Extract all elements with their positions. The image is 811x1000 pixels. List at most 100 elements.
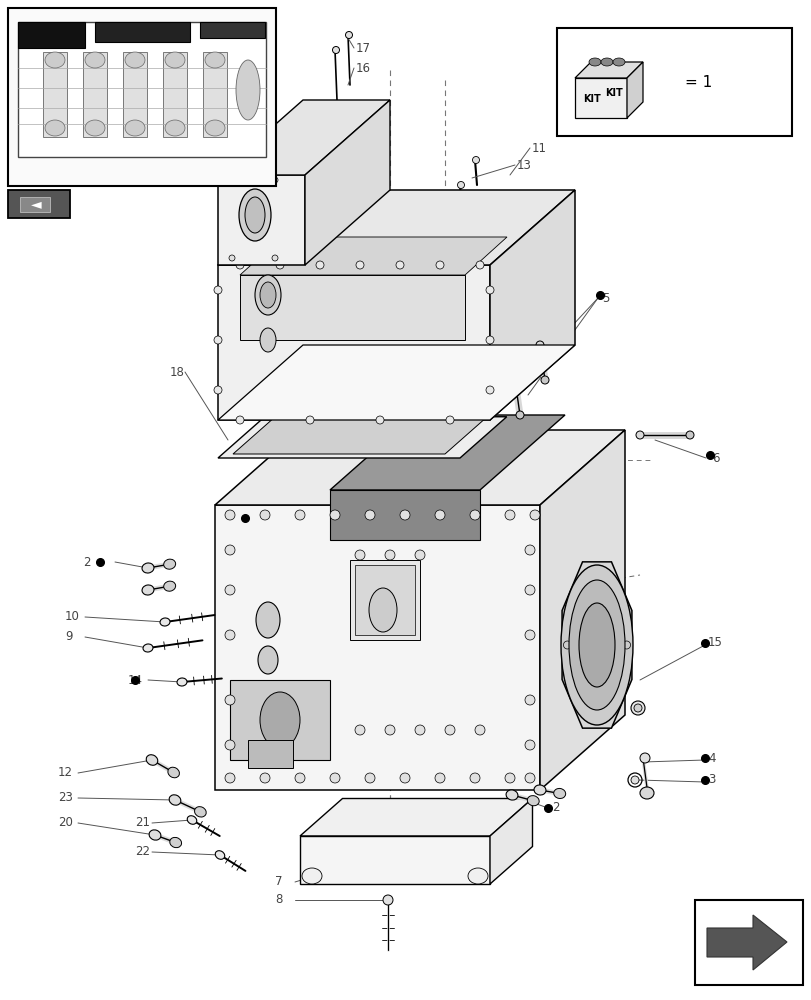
Ellipse shape — [560, 565, 633, 725]
Polygon shape — [215, 505, 539, 790]
Ellipse shape — [85, 52, 105, 68]
Polygon shape — [217, 190, 574, 265]
Text: 8: 8 — [275, 893, 282, 906]
Text: 9: 9 — [65, 631, 72, 644]
Ellipse shape — [143, 644, 152, 652]
Ellipse shape — [510, 376, 518, 384]
Ellipse shape — [329, 510, 340, 520]
Ellipse shape — [535, 341, 543, 349]
Ellipse shape — [400, 773, 410, 783]
Bar — [203, 52, 227, 137]
Ellipse shape — [569, 580, 624, 710]
Polygon shape — [299, 836, 489, 884]
Ellipse shape — [236, 60, 260, 120]
Bar — [247, 740, 293, 768]
Ellipse shape — [195, 807, 206, 817]
Ellipse shape — [225, 630, 234, 640]
Ellipse shape — [470, 510, 479, 520]
Ellipse shape — [384, 550, 394, 560]
Ellipse shape — [85, 120, 105, 136]
Ellipse shape — [563, 641, 571, 649]
Ellipse shape — [354, 725, 365, 735]
Ellipse shape — [530, 510, 539, 520]
Text: 21: 21 — [135, 816, 150, 829]
Ellipse shape — [578, 603, 614, 687]
Polygon shape — [305, 100, 389, 265]
Ellipse shape — [525, 585, 534, 595]
Ellipse shape — [255, 275, 281, 315]
Text: 13: 13 — [517, 159, 531, 172]
Bar — [18, 22, 266, 157]
Ellipse shape — [165, 52, 185, 68]
Polygon shape — [217, 175, 305, 265]
Text: ◄: ◄ — [31, 197, 41, 211]
Ellipse shape — [260, 692, 299, 748]
Ellipse shape — [526, 796, 539, 806]
Ellipse shape — [396, 261, 404, 269]
Ellipse shape — [384, 725, 394, 735]
Ellipse shape — [400, 510, 410, 520]
Ellipse shape — [225, 585, 234, 595]
Ellipse shape — [414, 725, 424, 735]
Ellipse shape — [355, 261, 363, 269]
Polygon shape — [95, 22, 190, 42]
Ellipse shape — [214, 386, 221, 394]
Ellipse shape — [525, 695, 534, 705]
Ellipse shape — [365, 510, 375, 520]
Ellipse shape — [294, 510, 305, 520]
Ellipse shape — [375, 416, 384, 424]
Polygon shape — [217, 417, 506, 458]
Ellipse shape — [600, 58, 612, 66]
Ellipse shape — [204, 52, 225, 68]
Ellipse shape — [45, 120, 65, 136]
Ellipse shape — [125, 52, 145, 68]
Polygon shape — [20, 197, 50, 212]
Text: 15: 15 — [707, 637, 722, 650]
Ellipse shape — [187, 816, 196, 824]
Polygon shape — [489, 190, 574, 420]
Polygon shape — [489, 798, 532, 884]
Ellipse shape — [486, 336, 493, 344]
Ellipse shape — [613, 660, 621, 668]
Text: 14: 14 — [128, 674, 143, 686]
Ellipse shape — [169, 837, 182, 848]
Text: 4: 4 — [707, 752, 714, 764]
Polygon shape — [217, 100, 389, 175]
Text: 11: 11 — [531, 142, 547, 155]
Ellipse shape — [236, 261, 243, 269]
Polygon shape — [200, 22, 264, 38]
Ellipse shape — [229, 255, 234, 261]
Polygon shape — [299, 798, 532, 836]
Ellipse shape — [472, 157, 479, 164]
Polygon shape — [329, 490, 479, 540]
Ellipse shape — [260, 282, 276, 308]
Text: = 1: = 1 — [684, 75, 711, 90]
Bar — [556, 28, 791, 136]
Ellipse shape — [238, 189, 271, 241]
Ellipse shape — [332, 47, 339, 54]
Bar — [163, 52, 187, 137]
Text: 22: 22 — [135, 845, 150, 858]
Text: 7: 7 — [275, 876, 282, 888]
Ellipse shape — [414, 550, 424, 560]
Bar — [8, 8, 276, 186]
Ellipse shape — [630, 776, 638, 784]
Ellipse shape — [534, 785, 545, 795]
Ellipse shape — [639, 787, 653, 799]
Ellipse shape — [214, 336, 221, 344]
Ellipse shape — [236, 416, 243, 424]
Ellipse shape — [635, 431, 643, 439]
Ellipse shape — [315, 261, 324, 269]
Polygon shape — [233, 416, 487, 454]
Ellipse shape — [592, 668, 600, 676]
Polygon shape — [706, 915, 786, 970]
Ellipse shape — [302, 868, 322, 884]
Ellipse shape — [525, 740, 534, 750]
Ellipse shape — [383, 895, 393, 905]
Ellipse shape — [612, 58, 624, 66]
Ellipse shape — [515, 411, 523, 419]
Ellipse shape — [486, 286, 493, 294]
Ellipse shape — [258, 646, 277, 674]
Ellipse shape — [630, 701, 644, 715]
Ellipse shape — [622, 641, 630, 649]
